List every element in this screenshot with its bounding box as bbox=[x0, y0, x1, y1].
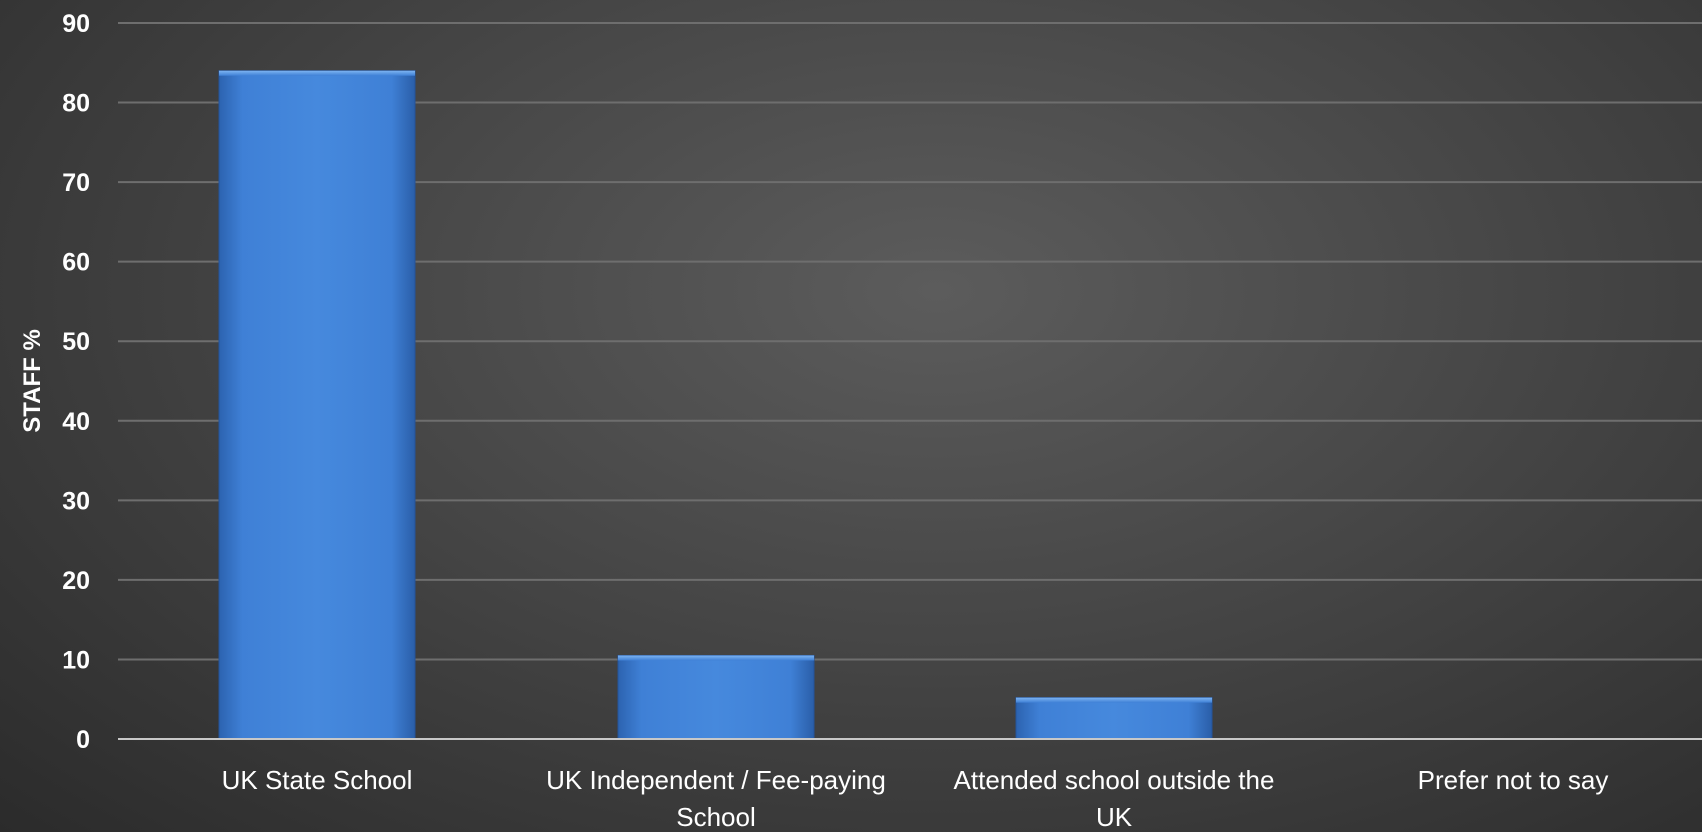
y-tick-label: 80 bbox=[62, 90, 90, 118]
y-tick-label: 20 bbox=[62, 567, 90, 595]
bar-top-highlight bbox=[1016, 697, 1212, 703]
x-category-label: Attended school outside the UK bbox=[954, 765, 1275, 832]
y-tick-label: 50 bbox=[62, 328, 90, 356]
y-tick-label: 10 bbox=[62, 646, 90, 674]
y-axis-title: STAFF % bbox=[19, 329, 46, 433]
x-category-label: UK Independent / Fee-paying School bbox=[546, 765, 886, 832]
bar-top-highlight bbox=[618, 655, 814, 661]
bar-top-highlight bbox=[219, 70, 415, 76]
x-category-label: UK State School bbox=[222, 765, 413, 795]
y-tick-label: 70 bbox=[62, 169, 90, 197]
x-category-label: Prefer not to say bbox=[1418, 765, 1609, 795]
y-tick-label: 40 bbox=[62, 408, 90, 436]
y-axis-tick-labels: 0 10 20 30 40 50 60 70 80 90 bbox=[62, 10, 90, 754]
bar bbox=[617, 654, 815, 740]
y-tick-label: 60 bbox=[62, 249, 90, 277]
bar bbox=[1015, 697, 1213, 740]
x-axis-category-labels: UK State School UK Independent / Fee-payi… bbox=[222, 765, 1609, 832]
y-tick-label: 90 bbox=[62, 10, 90, 38]
y-tick-label: 30 bbox=[62, 487, 90, 515]
bar bbox=[218, 70, 416, 740]
y-tick-label: 0 bbox=[76, 726, 90, 754]
bars bbox=[218, 70, 1213, 740]
